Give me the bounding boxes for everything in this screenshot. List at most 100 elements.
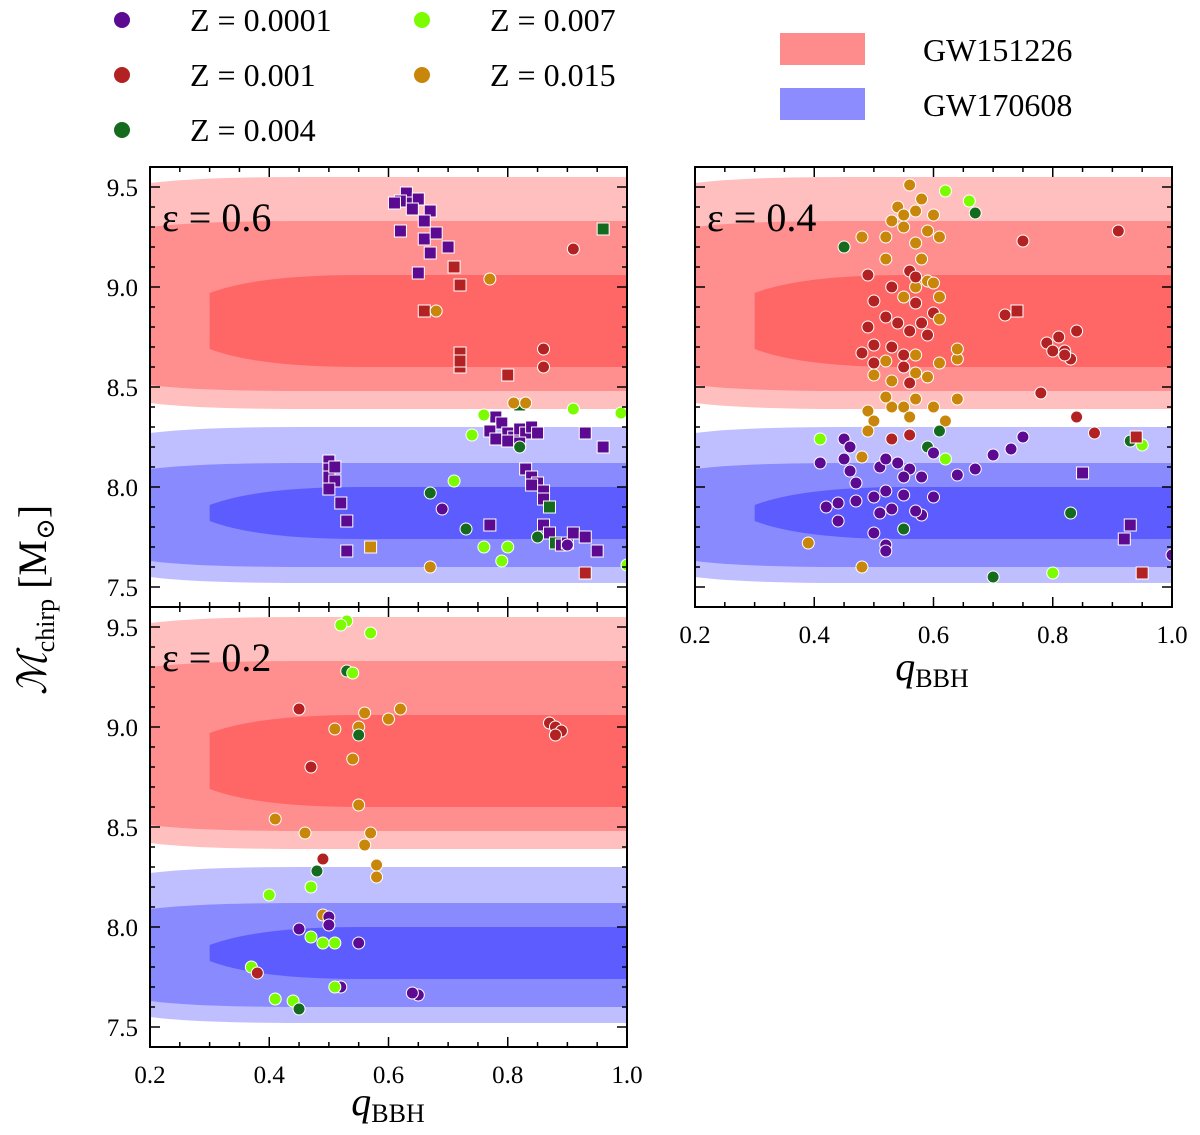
data-point-circle: [531, 530, 545, 544]
data-point-circle: [831, 496, 845, 510]
data-point-circle: [477, 408, 491, 422]
data-point-circle: [328, 936, 342, 950]
y-axis-unit-subscript: ⊙: [31, 518, 60, 540]
y-tick-label: 8.0: [107, 915, 138, 942]
data-point-circle: [316, 852, 330, 866]
y-tick-label: 7.5: [107, 1015, 138, 1042]
panel-label: ε = 0.4: [707, 195, 816, 240]
data-point-circle: [938, 452, 952, 466]
data-point-circle: [483, 272, 497, 286]
data-point-circle: [867, 356, 881, 370]
y-axis-symbol: ℳ: [10, 647, 55, 695]
data-point-circle: [370, 858, 384, 872]
data-point-circle: [352, 936, 366, 950]
data-point-circle: [1016, 430, 1030, 444]
contour-gw170608-level-3: [209, 927, 627, 979]
svg-text:qBBH: qBBH: [351, 1079, 425, 1128]
data-point-circle: [304, 760, 318, 774]
data-point-circle: [620, 558, 627, 572]
y-tick-label: 8.0: [107, 475, 138, 502]
contour-gw170608-level-3: [209, 487, 627, 539]
data-point-circle: [519, 396, 533, 410]
data-point-circle: [1070, 410, 1084, 424]
data-point-square: [578, 426, 592, 440]
contour-gw151226-level-1: [150, 177, 627, 409]
data-point-square: [417, 232, 431, 246]
x-tick-label: 0.4: [799, 622, 831, 649]
data-point-circle: [885, 214, 899, 228]
data-point-circle: [950, 468, 964, 482]
data-point-circle: [566, 242, 580, 256]
data-point-circle: [915, 316, 929, 330]
data-point-circle: [819, 500, 833, 514]
data-point-square: [1135, 566, 1149, 580]
x-tick-label: 0.2: [134, 1062, 165, 1089]
data-point-square: [525, 478, 539, 492]
data-point-circle: [1004, 442, 1018, 456]
data-point-circle: [938, 414, 952, 428]
data-point-circle: [915, 470, 929, 484]
data-point-circle: [909, 236, 923, 250]
data-point-circle: [891, 456, 905, 470]
data-point-circle: [950, 392, 964, 406]
x-tick-label: 0.8: [492, 1062, 523, 1089]
data-point-circle: [262, 888, 276, 902]
data-point-circle: [537, 342, 551, 356]
data-point-circle: [921, 370, 935, 384]
data-point-circle: [927, 400, 940, 414]
x-axis-symbol: q: [351, 1079, 371, 1124]
legend-label-z-3: Z = 0.007: [490, 2, 616, 38]
data-point-square: [453, 354, 467, 368]
data-point-circle: [927, 208, 940, 222]
data-point-circle: [560, 538, 574, 552]
x-tick-label: 1.0: [1156, 622, 1187, 649]
data-point-circle: [1058, 348, 1072, 362]
data-point-circle: [1165, 548, 1172, 562]
data-point-circle: [346, 666, 360, 680]
data-point-square: [578, 566, 592, 580]
data-point-circle: [903, 410, 917, 424]
data-point-circle: [1016, 234, 1030, 248]
data-point-circle: [465, 428, 479, 442]
data-point-square: [322, 482, 336, 496]
data-point-circle: [352, 798, 366, 812]
data-point-square: [1117, 532, 1131, 546]
data-point-circle: [1087, 426, 1101, 440]
panel-label: ε = 0.2: [162, 635, 271, 680]
data-point-circle: [268, 812, 282, 826]
data-point-circle: [879, 390, 893, 404]
contour-gw151226-level-3: [754, 275, 1172, 367]
data-point-square: [531, 426, 545, 440]
data-point-circle: [932, 424, 946, 438]
y-tick-label: 8.5: [107, 815, 138, 842]
data-point-circle: [861, 424, 875, 438]
data-point-circle: [897, 470, 911, 484]
data-point-circle: [891, 316, 905, 330]
data-point-circle: [614, 406, 627, 420]
data-point-circle: [861, 268, 875, 282]
data-point-circle: [921, 328, 935, 342]
data-point-circle: [1034, 386, 1048, 400]
contour-gw151226-level-1: [150, 617, 627, 849]
data-point-circle: [268, 992, 282, 1006]
data-point-circle: [849, 476, 863, 490]
data-point-circle: [903, 376, 917, 390]
data-point-square: [542, 500, 556, 514]
data-point-circle: [968, 462, 982, 476]
data-point-circle: [861, 404, 875, 418]
data-point-square: [596, 440, 610, 454]
data-point-square: [447, 260, 461, 274]
plot-area: [150, 607, 627, 1047]
data-point-circle: [429, 304, 443, 318]
data-point-circle: [423, 560, 437, 574]
data-point-circle: [885, 502, 899, 516]
legend-label-z-0: Z = 0.0001: [190, 2, 332, 38]
data-point-circle: [861, 320, 875, 334]
data-point-square: [483, 518, 497, 532]
data-point-circle: [548, 728, 562, 742]
data-point-circle: [879, 230, 893, 244]
data-point-circle: [927, 446, 940, 460]
data-point-circle: [855, 560, 869, 574]
data-point-circle: [885, 340, 899, 354]
data-point-circle: [405, 986, 419, 1000]
